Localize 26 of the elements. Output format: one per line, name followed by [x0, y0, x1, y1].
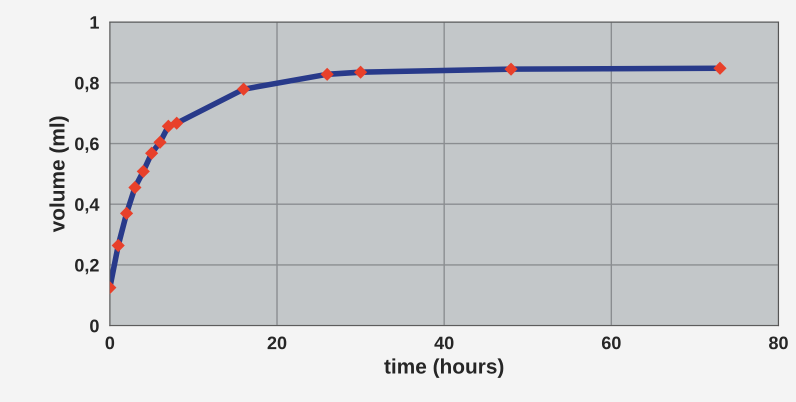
point: [145, 146, 158, 160]
y-tick-label: 0,6: [75, 137, 99, 153]
point: [236, 82, 250, 96]
y-tick-label: 1: [90, 16, 99, 29]
point: [120, 206, 134, 220]
y-axis-title: volume (ml): [49, 116, 69, 232]
x-tick-label: 60: [602, 336, 621, 350]
point: [128, 180, 142, 194]
x-tick-label: 20: [268, 336, 286, 350]
point: [136, 164, 150, 178]
x-tick-label: 0: [106, 336, 114, 350]
y-tick-label: 0: [90, 320, 99, 332]
y-tick-label: 0,8: [75, 76, 99, 92]
x-axis-title: time (hours): [384, 358, 504, 378]
y-tick-label: 0,2: [75, 258, 99, 274]
point: [713, 62, 727, 75]
point: [504, 62, 518, 76]
point: [153, 136, 167, 149]
point: [170, 116, 184, 130]
point: [354, 66, 368, 79]
point: [320, 68, 334, 81]
x-tick-label: 40: [434, 336, 454, 350]
point: [162, 120, 175, 133]
point: [112, 238, 125, 252]
x-tick-label: 80: [769, 336, 788, 350]
y-tick-label: 0,4: [75, 198, 100, 214]
